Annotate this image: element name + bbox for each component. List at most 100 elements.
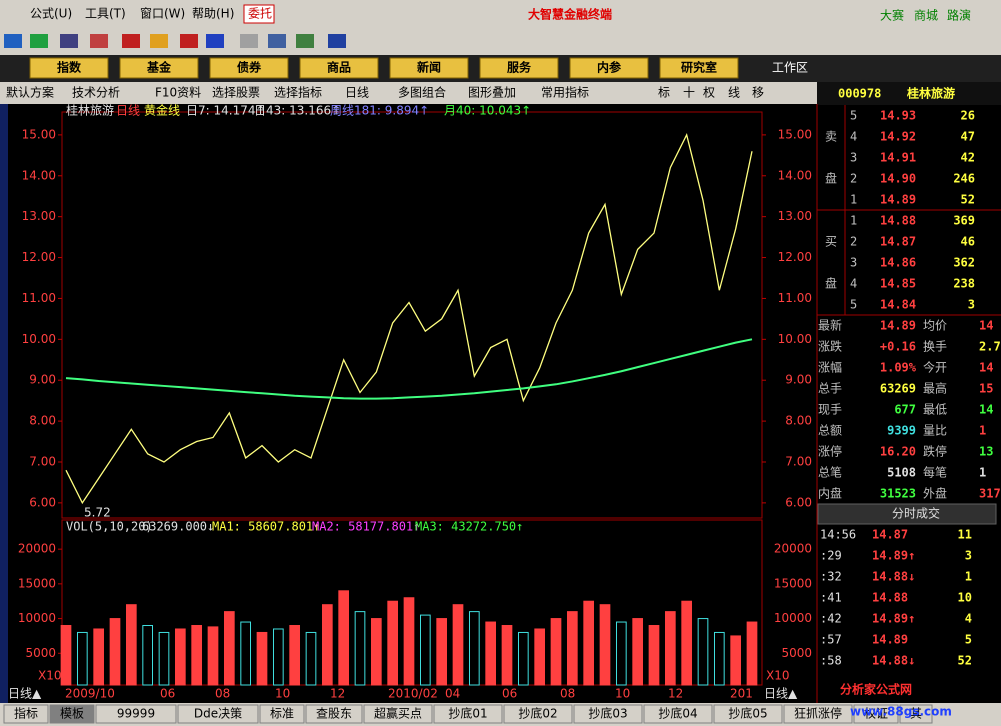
y-tick-label: 13.00 bbox=[22, 209, 56, 223]
y-tick-label: 20000 bbox=[18, 542, 56, 556]
tab[interactable] bbox=[713, 704, 783, 724]
nav-label: 内参 bbox=[597, 60, 622, 75]
tab-label: Dde决策 bbox=[194, 707, 242, 721]
sub-item[interactable]: F10资料 bbox=[155, 86, 201, 100]
menu-item[interactable]: 工具(T) bbox=[85, 7, 126, 21]
tab[interactable] bbox=[177, 704, 259, 724]
tab[interactable] bbox=[259, 704, 305, 724]
top-link[interactable]: 大赛 bbox=[880, 8, 904, 23]
nav-button[interactable] bbox=[389, 57, 469, 79]
tab[interactable] bbox=[899, 704, 933, 724]
nav-button[interactable] bbox=[209, 57, 289, 79]
volume-bar bbox=[485, 621, 497, 686]
volume-bar bbox=[93, 628, 105, 686]
volume-bar bbox=[191, 625, 203, 686]
tab-label: 抄底01 bbox=[448, 706, 487, 721]
tab[interactable] bbox=[643, 704, 713, 724]
volume-bar bbox=[256, 631, 268, 686]
nav-button[interactable] bbox=[29, 57, 109, 79]
tab[interactable] bbox=[3, 704, 49, 724]
stat-value: 14.89 bbox=[880, 319, 916, 333]
tool[interactable]: 线 bbox=[728, 86, 740, 100]
app-title: 大智慧金融终端 bbox=[528, 7, 612, 22]
trade-price: 14.87 bbox=[872, 528, 908, 542]
stat-value: 1 bbox=[979, 424, 986, 438]
x-tick-label: 06 bbox=[160, 687, 175, 701]
y-tick-label: 9.00 bbox=[29, 373, 56, 387]
tab[interactable] bbox=[503, 704, 573, 724]
stat-value: 14 bbox=[979, 319, 993, 333]
tab[interactable] bbox=[433, 704, 503, 724]
tool[interactable]: 标 bbox=[658, 86, 670, 100]
stock-header bbox=[817, 82, 1001, 105]
tab[interactable] bbox=[305, 704, 363, 724]
volume: 26 bbox=[961, 109, 975, 123]
volume-info: MA3: 43272.750↑ bbox=[415, 520, 523, 534]
sub-item[interactable]: 图形叠加 bbox=[468, 86, 516, 100]
x-tick-label: 04 bbox=[445, 687, 460, 701]
volume: 238 bbox=[953, 277, 975, 291]
stat-value: +0.16 bbox=[880, 340, 916, 354]
nav-button[interactable] bbox=[659, 57, 739, 79]
nav-button[interactable] bbox=[299, 57, 379, 79]
stat-label: 涨跌 bbox=[818, 339, 842, 354]
menu-item[interactable]: 公式(U) bbox=[30, 7, 72, 21]
tool[interactable]: 权 bbox=[703, 86, 715, 100]
sub-item[interactable]: 默认方案 bbox=[6, 85, 54, 100]
tool[interactable]: 移 bbox=[752, 86, 764, 100]
sub-item[interactable]: 常用指标 bbox=[541, 85, 589, 100]
y-tick-label: 15.00 bbox=[22, 127, 56, 141]
price: 14.88 bbox=[880, 214, 916, 228]
nav-button[interactable] bbox=[569, 57, 649, 79]
nav-button[interactable] bbox=[119, 57, 199, 79]
volume-bar bbox=[419, 614, 431, 686]
sub-item[interactable]: 多图组合 bbox=[398, 85, 446, 100]
trades-header bbox=[817, 503, 997, 525]
nav-button[interactable] bbox=[479, 57, 559, 79]
price-line bbox=[65, 338, 753, 400]
volume-bar bbox=[207, 626, 219, 686]
volume: 3 bbox=[968, 298, 975, 312]
menu-item[interactable]: 帮助(H) bbox=[192, 7, 234, 21]
tab-label: 抄底02 bbox=[518, 706, 557, 721]
trade-volume: 5 bbox=[965, 633, 972, 647]
nav-label: 研究室 bbox=[681, 60, 717, 75]
x-tick-label: 10 bbox=[275, 687, 290, 701]
tab-label: 抄底05 bbox=[728, 706, 767, 721]
stat-value: 1 bbox=[979, 466, 986, 480]
volume-bar bbox=[223, 611, 235, 686]
nav-label: 商品 bbox=[327, 60, 351, 75]
tool[interactable]: 十 bbox=[683, 86, 695, 100]
tab[interactable] bbox=[573, 704, 643, 724]
menu-item[interactable]: 窗口(W) bbox=[140, 7, 185, 21]
sub-item[interactable]: 选择指标 bbox=[274, 85, 322, 100]
stat-label: 总笔 bbox=[818, 465, 842, 480]
volume-bar bbox=[534, 628, 546, 686]
stat-value: 31523 bbox=[880, 487, 916, 501]
trade-time: :57 bbox=[820, 633, 842, 647]
sub-item[interactable]: 选择股票 bbox=[212, 86, 260, 100]
y-tick-label: 8.00 bbox=[785, 414, 812, 428]
top-link[interactable]: 路演 bbox=[947, 8, 971, 23]
tab[interactable] bbox=[783, 704, 853, 724]
tab[interactable] bbox=[363, 704, 433, 724]
chart-info: 桂林旅游 bbox=[66, 103, 114, 118]
volume-bar bbox=[746, 621, 758, 686]
delegate[interactable]: 委托 bbox=[248, 7, 272, 21]
tab-label: 99999 bbox=[117, 707, 155, 721]
tab[interactable] bbox=[95, 704, 177, 724]
tab-label: 狂抓涨停 bbox=[794, 706, 842, 721]
volume-bar bbox=[468, 611, 480, 686]
tab-label: 查股东 bbox=[316, 707, 352, 721]
trade-price: 14.88↓ bbox=[872, 654, 915, 668]
sub-item[interactable]: 日线 bbox=[345, 86, 369, 100]
tab-label: 超赢买点 bbox=[374, 706, 422, 721]
stat-value: 1.09% bbox=[880, 361, 917, 375]
tab[interactable] bbox=[49, 704, 95, 724]
top-link[interactable]: 商城 bbox=[914, 8, 938, 23]
y-tick-label: 5000 bbox=[781, 646, 812, 660]
chart-info: 月40: 10.043↑ bbox=[444, 104, 531, 118]
tab[interactable] bbox=[853, 704, 899, 724]
sub-item[interactable]: 技术分析 bbox=[72, 86, 120, 100]
stat-value: 5108 bbox=[887, 466, 916, 480]
